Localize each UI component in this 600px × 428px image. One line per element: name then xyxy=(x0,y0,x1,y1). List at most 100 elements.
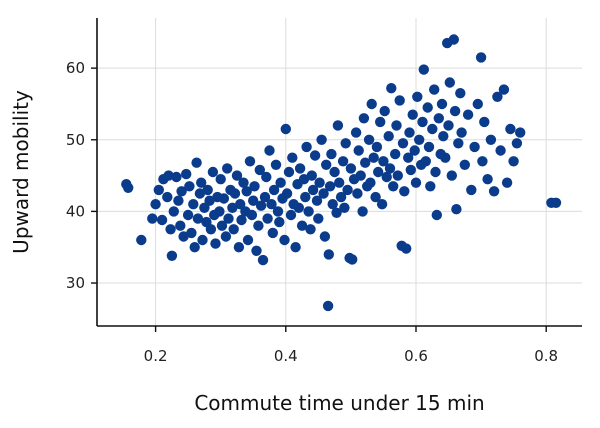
data-point-66 xyxy=(259,191,271,203)
data-point-197 xyxy=(482,174,493,185)
data-point-173 xyxy=(431,209,442,221)
data-point-1 xyxy=(123,182,134,193)
data-point-38 xyxy=(214,206,225,217)
data-point-182 xyxy=(446,170,457,181)
data-point-153 xyxy=(399,186,410,197)
data-point-99 xyxy=(313,213,324,224)
data-point-61 xyxy=(251,245,262,256)
data-point-41 xyxy=(218,193,230,204)
data-point-191 xyxy=(466,184,477,196)
data-point-71 xyxy=(267,227,278,239)
data-point-184 xyxy=(449,105,461,117)
data-point-193 xyxy=(472,98,483,110)
data-point-164 xyxy=(417,116,428,128)
data-point-113 xyxy=(334,177,345,188)
data-point-51 xyxy=(235,199,246,210)
data-point-203 xyxy=(501,177,513,188)
data-point-140 xyxy=(378,156,389,167)
data-point-46 xyxy=(227,202,238,213)
data-point-132 xyxy=(365,177,376,188)
data-point-108 xyxy=(326,148,337,160)
data-point-39 xyxy=(215,174,226,185)
ticks: 0.2 0.4 0.6 0.8 30 40 50 60 xyxy=(66,59,558,365)
data-point-139 xyxy=(376,199,388,210)
data-point-23 xyxy=(189,242,200,253)
data-point-116 xyxy=(339,202,350,213)
data-point-114 xyxy=(335,191,347,203)
data-point-52 xyxy=(236,214,247,226)
data-point-68 xyxy=(262,213,273,224)
data-point-138 xyxy=(375,116,386,128)
data-point-57 xyxy=(244,156,256,167)
data-point-200 xyxy=(492,91,503,103)
data-point-34 xyxy=(207,166,219,178)
data-point-181 xyxy=(444,77,455,88)
data-point-60 xyxy=(249,181,260,192)
data-point-11 xyxy=(166,250,178,261)
data-point-204 xyxy=(505,123,516,135)
data-point-172 xyxy=(430,166,441,178)
data-point-81 xyxy=(283,166,295,178)
y-axis-title: Upward mobility xyxy=(9,90,33,254)
x-axis-title: Commute time under 15 min xyxy=(194,391,484,415)
data-point-166 xyxy=(420,156,431,167)
y-tick-label-1: 40 xyxy=(66,202,85,220)
data-point-95 xyxy=(306,170,317,181)
data-point-205 xyxy=(508,156,519,167)
data-point-160 xyxy=(410,177,422,188)
data-point-69 xyxy=(264,145,275,156)
data-point-53 xyxy=(238,177,249,188)
data-point-165 xyxy=(418,64,429,75)
data-point-141 xyxy=(379,105,390,117)
data-point-209 xyxy=(550,197,562,208)
data-point-121 xyxy=(347,254,358,265)
data-point-12 xyxy=(168,206,179,217)
data-point-189 xyxy=(459,159,470,170)
y-tick-label-2: 50 xyxy=(66,131,85,149)
data-point-33 xyxy=(205,224,217,235)
data-point-201 xyxy=(495,145,506,156)
data-point-42 xyxy=(220,231,232,242)
data-point-171 xyxy=(429,84,440,95)
data-point-44 xyxy=(223,213,234,224)
data-point-25 xyxy=(192,213,204,224)
data-point-155 xyxy=(403,152,414,163)
data-point-145 xyxy=(386,83,397,94)
data-point-156 xyxy=(404,127,415,138)
data-point-70 xyxy=(266,199,277,210)
data-point-149 xyxy=(392,170,403,181)
data-point-50 xyxy=(233,242,245,253)
data-point-183 xyxy=(448,34,459,45)
data-point-174 xyxy=(433,113,444,124)
data-point-14 xyxy=(173,195,184,206)
data-point-152 xyxy=(397,138,409,149)
data-point-125 xyxy=(353,145,364,156)
data-point-195 xyxy=(477,156,488,167)
data-point-10 xyxy=(165,224,176,235)
data-point-5 xyxy=(153,184,164,196)
x-tick-label-2: 0.6 xyxy=(404,347,428,365)
data-point-167 xyxy=(422,102,433,113)
data-point-103 xyxy=(319,231,331,242)
data-point-24 xyxy=(191,157,202,168)
data-point-78 xyxy=(279,234,290,246)
data-point-133 xyxy=(366,98,377,110)
data-point-94 xyxy=(305,224,316,235)
data-point-180 xyxy=(443,120,454,131)
data-point-143 xyxy=(383,131,394,142)
data-point-32 xyxy=(204,195,215,206)
data-point-16 xyxy=(176,186,187,197)
data-point-75 xyxy=(274,216,285,228)
data-point-40 xyxy=(216,220,228,231)
data-point-137 xyxy=(373,166,384,178)
data-point-159 xyxy=(409,145,420,156)
data-point-91 xyxy=(300,191,311,203)
data-point-168 xyxy=(423,141,435,153)
data-point-126 xyxy=(355,170,366,181)
data-point-48 xyxy=(229,188,241,199)
y-tick-label-0: 30 xyxy=(66,274,85,292)
data-point-62 xyxy=(253,220,264,231)
x-tick-label-3: 0.8 xyxy=(534,347,558,365)
data-point-117 xyxy=(340,138,351,149)
